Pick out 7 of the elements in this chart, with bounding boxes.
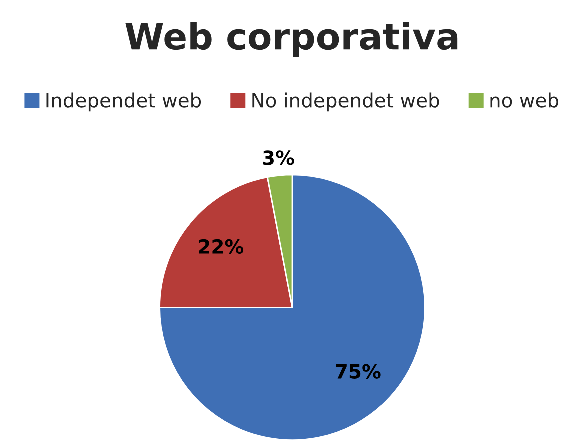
chart-title: Web corporativa [126,22,458,58]
data-label: 75% [336,364,381,379]
legend-label: no web [490,92,559,108]
legend-label: Independet web [46,92,202,112]
data-label: 3% [263,150,294,166]
legend-label: No independet web [252,92,440,112]
data-label: 22% [199,239,244,254]
